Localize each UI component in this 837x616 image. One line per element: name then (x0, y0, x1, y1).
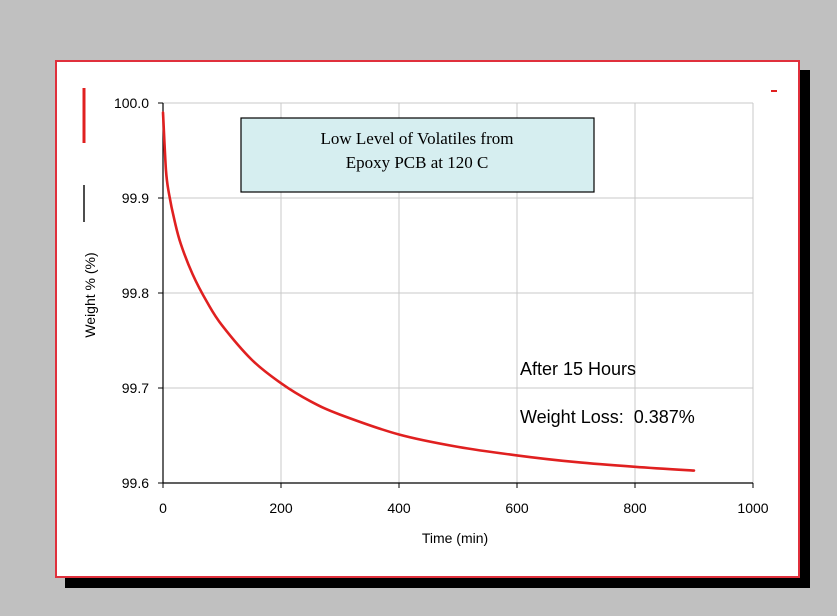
y-tick-label: 99.6 (122, 475, 149, 491)
x-tick-labels: 0 200 400 600 800 1000 (159, 500, 769, 516)
x-tick-label: 800 (623, 500, 647, 516)
tick-marks (158, 102, 754, 488)
x-axis-title: Time (min) (422, 530, 488, 546)
series-line (161, 111, 696, 472)
y-tick-label: 99.9 (122, 190, 149, 206)
x-tick-label: 400 (387, 500, 411, 516)
annotation-duration: After 15 Hours (520, 359, 636, 379)
x-tick-label: 0 (159, 500, 167, 516)
y-tick-labels: 100.0 99.9 99.8 99.7 99.6 (114, 95, 149, 491)
x-tick-label: 200 (269, 500, 293, 516)
title-box (240, 117, 595, 193)
y-tick-label: 99.8 (122, 285, 149, 301)
chart-title-line-2: Epoxy PCB at 120 C (346, 153, 489, 172)
chart-title-line-1: Low Level of Volatiles from (321, 129, 514, 148)
annotation-weight-loss: Weight Loss: 0.387% (520, 407, 695, 427)
y-axis-title: Weight % (%) (82, 252, 98, 337)
x-tick-label: 1000 (737, 500, 768, 516)
y-tick-label: 100.0 (114, 95, 149, 111)
x-tick-label: 600 (505, 500, 529, 516)
y-tick-label: 99.7 (122, 380, 149, 396)
